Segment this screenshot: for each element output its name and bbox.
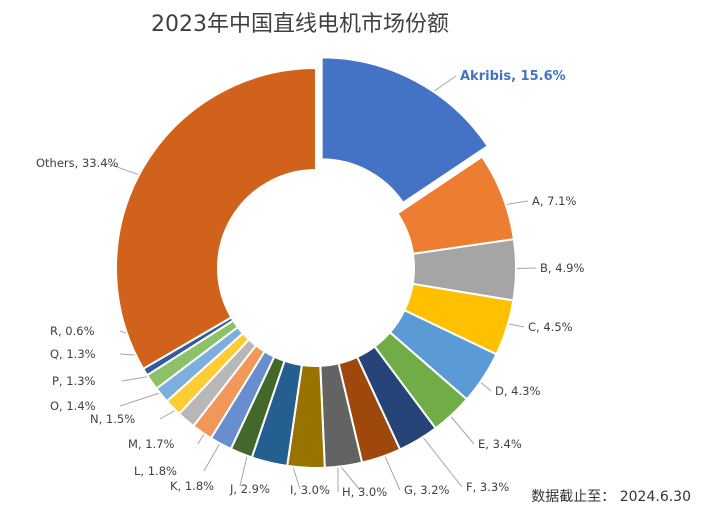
- label-i: I, 3.0%: [290, 483, 330, 497]
- label-h: H, 3.0%: [342, 485, 387, 499]
- slice-akribis: [320, 56, 490, 205]
- label-r: R, 0.6%: [50, 324, 95, 338]
- label-b: B, 4.9%: [540, 261, 584, 275]
- label-others: Others, 33.4%: [36, 156, 119, 170]
- label-m: M, 1.7%: [128, 437, 175, 451]
- slice-others: [115, 66, 317, 371]
- label-l: L, 1.8%: [134, 464, 177, 478]
- label-k: K, 1.8%: [170, 479, 214, 493]
- label-a: A, 7.1%: [532, 194, 576, 208]
- label-q: Q, 1.3%: [50, 347, 96, 361]
- label-j: J, 2.9%: [229, 482, 270, 496]
- data-cutoff-note: 数据截止至： 2024.6.30: [531, 489, 691, 505]
- label-f: F, 3.3%: [466, 480, 509, 494]
- chart-title: 2023年中国直线电机市场份额: [151, 12, 449, 37]
- label-o: O, 1.4%: [50, 399, 96, 413]
- label-p: P, 1.3%: [52, 374, 96, 388]
- label-g: G, 3.2%: [404, 483, 450, 497]
- label-d: D, 4.3%: [495, 384, 540, 398]
- label-e: E, 3.4%: [478, 437, 522, 451]
- label-akribis: Akribis, 15.6%: [460, 69, 566, 84]
- label-c: C, 4.5%: [528, 320, 573, 334]
- label-n: N, 1.5%: [90, 412, 135, 426]
